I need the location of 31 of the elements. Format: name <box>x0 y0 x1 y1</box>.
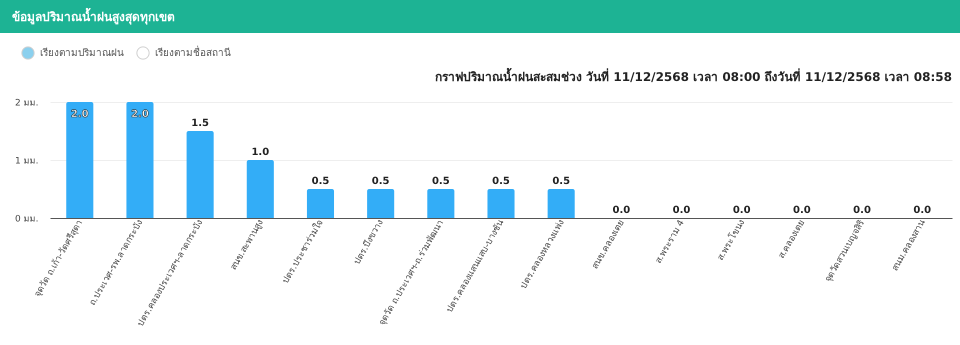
data-label: 0.0 <box>853 205 871 216</box>
data-label: 0.5 <box>492 176 510 187</box>
data-label: 0.5 <box>432 176 450 187</box>
y-tick-label: 2 มม. <box>15 98 38 108</box>
bar <box>246 160 274 218</box>
data-label: 0.0 <box>672 205 690 216</box>
bar <box>487 189 515 218</box>
bar <box>186 131 214 218</box>
data-label: 2.0 <box>70 109 89 120</box>
data-label: 0.0 <box>793 205 811 216</box>
bar <box>66 102 94 218</box>
y-tick-label: 1 มม. <box>15 156 38 166</box>
data-label: 0.0 <box>913 205 932 216</box>
data-label: 2.0 <box>131 109 149 120</box>
bar <box>367 189 394 218</box>
data-label: 0.5 <box>552 176 570 187</box>
data-label: 1.5 <box>191 118 210 129</box>
bar <box>126 102 154 218</box>
data-label: 1.0 <box>251 147 270 158</box>
chart-title: ข้อมูลปริมาณน้ำฝนสูงสุดทุกเขต <box>12 7 175 25</box>
data-label: 0.0 <box>732 205 751 216</box>
data-label: 0.0 <box>612 205 630 216</box>
bar <box>427 189 454 218</box>
text: เรียงตามปริมาณฝน <box>40 47 124 59</box>
data-label: 0.5 <box>372 176 390 187</box>
data-label: 0.5 <box>312 176 330 187</box>
bar <box>306 189 334 218</box>
bar <box>548 189 575 218</box>
chart-subtitle: กราฟปริมาณน้ำฝนสะสมช่วง วันที่ 11/12/2568 เวลา 08:00 ถึงวันที่ 11/12/2568 เวลา 08:58 <box>435 67 952 84</box>
y-tick-label: 0 มม. <box>15 214 38 224</box>
text: เรียงตามชื่อสถานี <box>155 45 231 59</box>
